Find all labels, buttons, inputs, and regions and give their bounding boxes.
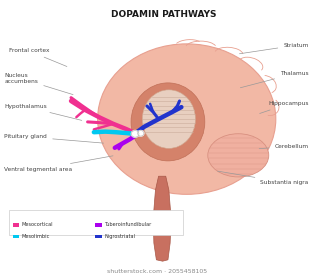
Text: Striatum: Striatum bbox=[240, 43, 309, 54]
Ellipse shape bbox=[208, 134, 269, 177]
Circle shape bbox=[131, 130, 139, 137]
Text: shutterstock.com · 2055458105: shutterstock.com · 2055458105 bbox=[107, 269, 207, 274]
Text: Thalamus: Thalamus bbox=[240, 71, 309, 88]
Text: Mesocortical: Mesocortical bbox=[21, 223, 53, 227]
Text: Ventral tegmental area: Ventral tegmental area bbox=[4, 156, 113, 172]
Text: Hippocampus: Hippocampus bbox=[260, 101, 309, 113]
Ellipse shape bbox=[131, 83, 205, 161]
Bar bbox=[13, 223, 19, 227]
Circle shape bbox=[138, 130, 144, 136]
Text: Hypothalamus: Hypothalamus bbox=[4, 104, 82, 120]
Ellipse shape bbox=[98, 44, 276, 194]
Bar bbox=[95, 235, 102, 238]
Text: Substantia nigra: Substantia nigra bbox=[218, 171, 309, 185]
Bar bbox=[13, 235, 19, 238]
Ellipse shape bbox=[142, 90, 195, 148]
Text: Frontal cortex: Frontal cortex bbox=[8, 48, 67, 67]
Text: Mesolimbic: Mesolimbic bbox=[21, 234, 50, 239]
Text: Cerebellum: Cerebellum bbox=[259, 144, 309, 149]
Polygon shape bbox=[153, 176, 171, 261]
Text: DOPAMIN PATHWAYS: DOPAMIN PATHWAYS bbox=[111, 10, 216, 19]
Text: Nigrostriatal: Nigrostriatal bbox=[104, 234, 135, 239]
Bar bbox=[95, 223, 102, 227]
FancyBboxPatch shape bbox=[9, 210, 183, 235]
Text: Nucleus
accumbens: Nucleus accumbens bbox=[4, 73, 73, 95]
Text: Pituitary gland: Pituitary gland bbox=[4, 134, 104, 143]
Text: Tuberoinfundibular: Tuberoinfundibular bbox=[104, 223, 151, 227]
